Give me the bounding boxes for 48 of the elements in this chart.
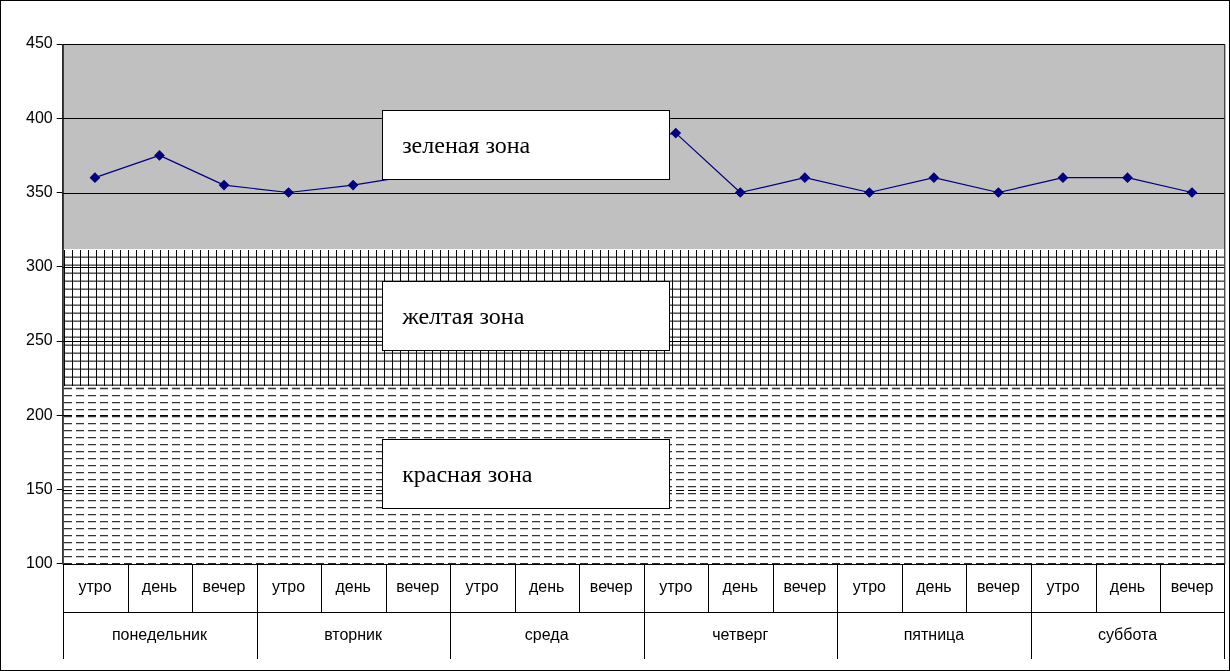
band-label: красная зона bbox=[402, 460, 533, 489]
text: вторник bbox=[323, 625, 383, 646]
point bbox=[218, 179, 230, 191]
text: пятница bbox=[902, 625, 966, 646]
x-tick-label: день bbox=[722, 577, 758, 595]
point bbox=[864, 187, 875, 198]
point bbox=[993, 187, 1004, 198]
x-tick-label: день bbox=[916, 577, 952, 595]
point bbox=[89, 172, 101, 183]
x-tick-label: вечер bbox=[202, 577, 246, 595]
x-tick-label: утро bbox=[272, 577, 306, 595]
text: четверг bbox=[711, 625, 770, 646]
point bbox=[1122, 172, 1133, 183]
band-label: желтая зона bbox=[402, 303, 525, 332]
point bbox=[348, 179, 359, 191]
point bbox=[283, 187, 294, 198]
point bbox=[928, 172, 939, 183]
y-tick-label: 300 bbox=[25, 257, 53, 275]
y-tick-label: 350 bbox=[25, 182, 53, 200]
x-tick-label: день bbox=[528, 577, 565, 595]
x-tick-label: вечер bbox=[589, 577, 633, 595]
x-tick-label: день bbox=[335, 577, 371, 595]
text: суббота bbox=[1096, 625, 1159, 646]
point bbox=[670, 128, 681, 139]
point bbox=[735, 187, 746, 198]
y-tick-label: 150 bbox=[25, 479, 53, 497]
band-label: зеленая зона bbox=[402, 132, 531, 161]
y-tick-label: 200 bbox=[25, 405, 53, 423]
x-tick-label: утро bbox=[852, 577, 887, 595]
text: понедельник bbox=[110, 625, 209, 646]
y-tick-label: 250 bbox=[25, 331, 53, 349]
x-tick-label: утро bbox=[78, 577, 112, 595]
y-tick-label: 450 bbox=[25, 34, 53, 52]
point bbox=[154, 150, 165, 161]
x-tick-label: утро bbox=[465, 577, 499, 595]
x-tick-label: вечер bbox=[396, 577, 440, 595]
x-tick-label: вечер bbox=[977, 577, 1020, 595]
point bbox=[1057, 172, 1069, 183]
point bbox=[799, 172, 810, 183]
x-tick-label: вечер bbox=[1170, 577, 1214, 595]
y-tick-label: 100 bbox=[25, 554, 53, 572]
x-tick-label: утро bbox=[659, 577, 693, 595]
x-tick-label: день bbox=[1109, 577, 1146, 595]
x-tick-label: день bbox=[141, 577, 178, 595]
x-tick-label: утро bbox=[1046, 577, 1080, 595]
y-tick-label: 400 bbox=[25, 108, 53, 126]
text: среда bbox=[523, 625, 570, 646]
x-tick-label: вечер bbox=[783, 577, 827, 595]
